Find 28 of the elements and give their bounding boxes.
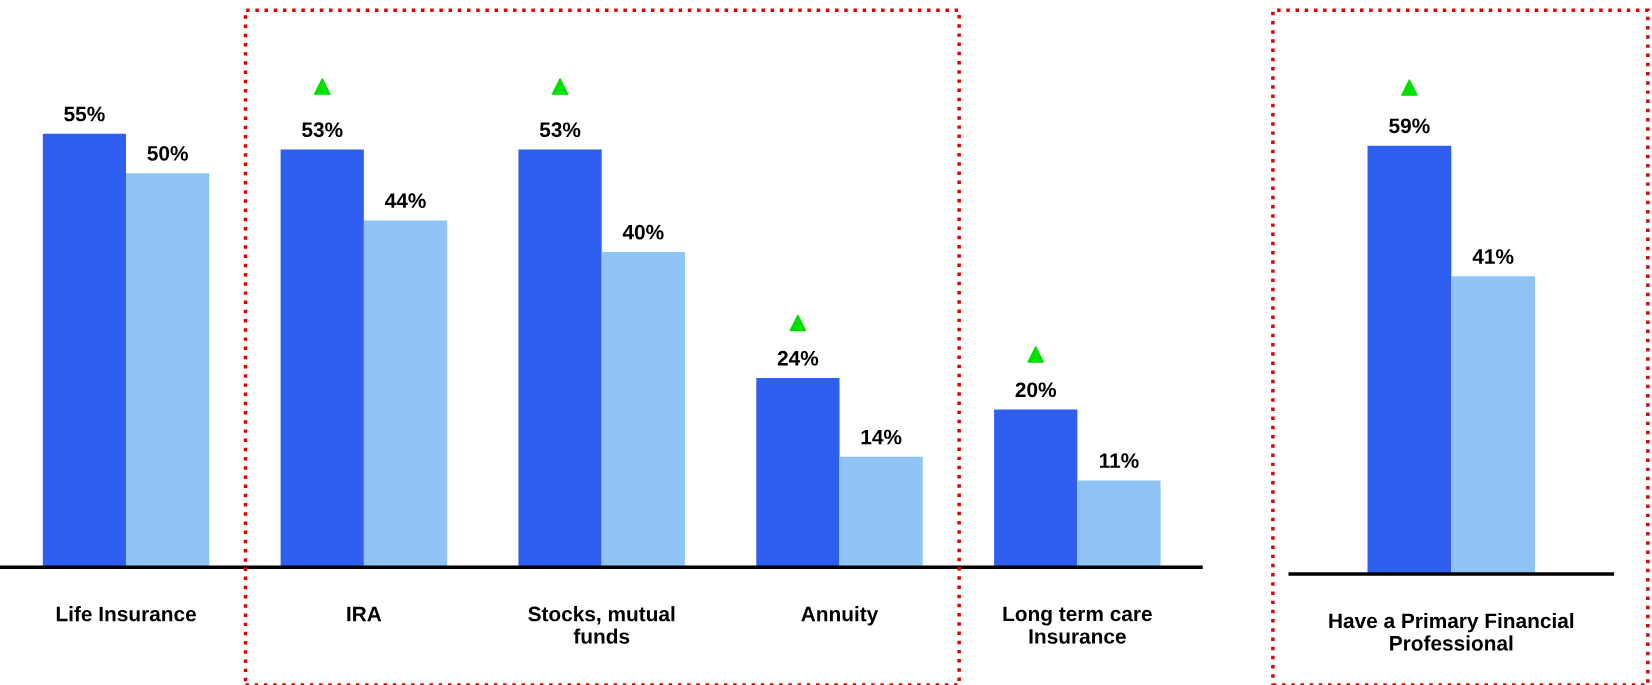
x-tick-label: Have a Primary Financial Professional bbox=[1329, 612, 1574, 651]
data-label: 20% bbox=[1015, 382, 1057, 398]
data-label: 24% bbox=[777, 350, 819, 366]
data-label: 55% bbox=[64, 106, 105, 122]
bar bbox=[42, 133, 127, 568]
data-label: 53% bbox=[539, 122, 581, 138]
x-tick-label: IRA bbox=[347, 606, 382, 622]
bar bbox=[280, 149, 364, 568]
bar bbox=[601, 251, 685, 568]
bar bbox=[994, 409, 1078, 568]
data-label: 41% bbox=[1472, 249, 1514, 264]
data-label: 11% bbox=[1099, 453, 1139, 469]
data-label: 59% bbox=[1389, 118, 1430, 134]
bar bbox=[1077, 480, 1161, 568]
bar bbox=[756, 378, 840, 568]
bar bbox=[839, 456, 923, 568]
bar bbox=[363, 220, 448, 568]
data-label: 40% bbox=[622, 224, 664, 240]
x-tick-label: Annuity bbox=[801, 606, 879, 626]
data-label: 50% bbox=[147, 145, 188, 161]
data-label: 53% bbox=[302, 122, 343, 138]
bar bbox=[518, 149, 602, 568]
x-tick-label: Long term care Insurance bbox=[1003, 606, 1152, 644]
data-label: 44% bbox=[384, 193, 426, 208]
x-tick-label: Stocks, mutual funds bbox=[528, 606, 675, 644]
bar bbox=[126, 173, 210, 568]
data-label: 14% bbox=[861, 429, 902, 445]
x-tick-label: Life Insurance bbox=[56, 606, 196, 622]
